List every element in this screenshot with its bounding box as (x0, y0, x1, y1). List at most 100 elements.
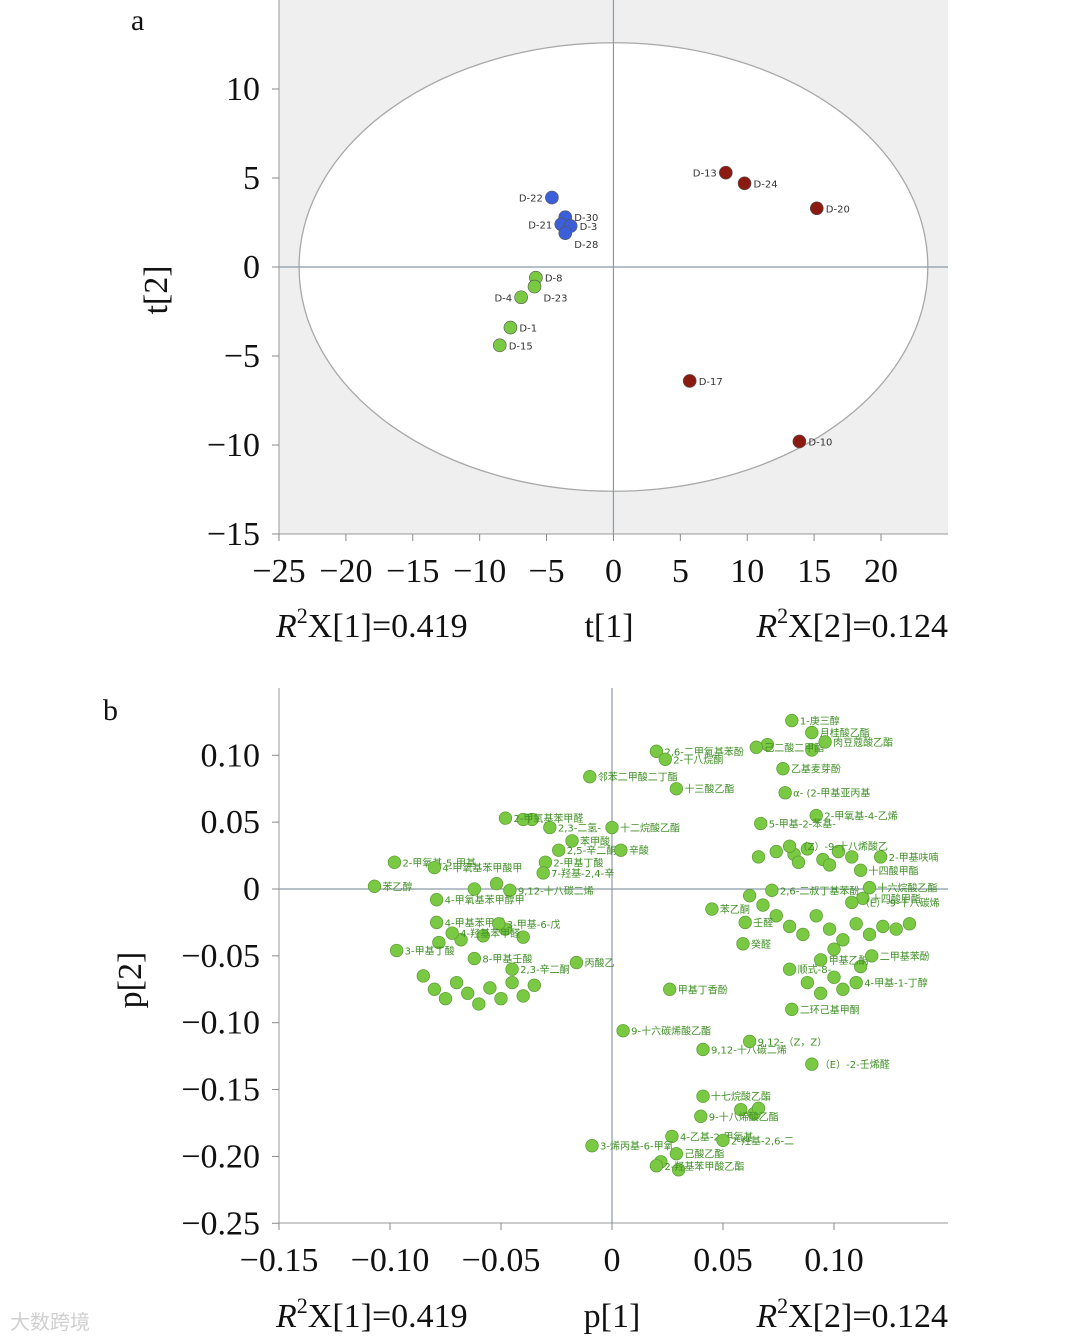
y-tick-label: 0.10 (201, 737, 261, 774)
score-point-label: D-23 (544, 294, 568, 305)
loading-point (782, 839, 797, 853)
x-tick-label: −0.05 (462, 1242, 541, 1279)
x-tick-label: −0.10 (351, 1242, 430, 1279)
loading-point (845, 850, 859, 864)
loading-point-label: 十七烷酸乙酯 (711, 1090, 771, 1103)
score-point-D-20 (809, 201, 824, 216)
loading-point (467, 882, 482, 896)
loading-point (445, 926, 459, 940)
loading-point-label: 十四酸甲酯 (869, 864, 919, 877)
loading-point-label: 9,12-十八碳二烯 (518, 884, 594, 897)
x-tick-label: 10 (730, 553, 764, 590)
score-point-label: D-15 (509, 341, 533, 352)
loading-point-label: 2-甲基呋喃 (889, 851, 939, 864)
loading-point-label: 顺式-8- (798, 963, 832, 976)
loading-point (809, 909, 823, 923)
loading-point (800, 842, 815, 856)
loading-point (527, 978, 541, 992)
loading-point-label: 二环己基甲酮 (800, 1003, 860, 1016)
r2x1-label-a: R2X[1]=0.419 (275, 603, 468, 645)
loading-point-label: 十二烷酸乙酯 (620, 821, 680, 834)
loading-point (749, 740, 763, 754)
loading-point-label: 甲基丁香酚 (678, 983, 728, 996)
loading-point-label: 4-甲氧基苯甲酸甲 (442, 862, 522, 875)
loading-point-label: 苯甲酸 (580, 835, 610, 848)
y-tick-label: 5 (243, 160, 260, 197)
x-tick-label: 0 (605, 553, 622, 590)
loading-point-label: 2,3-辛二酮 (520, 963, 570, 976)
loading-point-label: 2-甲基丁酸 (553, 856, 603, 869)
loading-point (536, 866, 550, 880)
score-point-label: D-28 (574, 240, 598, 251)
loading-point (669, 1147, 684, 1161)
plot-area-b (279, 688, 948, 1223)
loading-point (865, 949, 879, 963)
loading-point-label: 2-甲氧基-5-甲基 (402, 856, 476, 869)
loading-point (805, 743, 819, 757)
y-tick-label: −5 (224, 338, 260, 375)
loading-point-label: 十四酸甲酯 (871, 892, 921, 905)
loading-point (769, 909, 783, 923)
loading-point (694, 1109, 708, 1123)
loading-point (616, 1024, 630, 1038)
x-tick-label: −5 (528, 553, 564, 590)
loading-point (782, 919, 797, 934)
loading-point (862, 927, 877, 942)
loading-point (387, 855, 402, 869)
loading-point (853, 863, 868, 877)
loading-point (782, 962, 797, 976)
loading-point (818, 735, 832, 749)
loading-point (796, 927, 810, 942)
y-tick-label: 0 (243, 871, 260, 908)
loading-point (552, 843, 566, 857)
loading-point-label: 肉豆蔻酸乙酯 (833, 736, 893, 749)
loading-point (569, 955, 584, 970)
loading-point (454, 933, 468, 947)
loading-point-label: （Z）-9-十八烯酸乙 (798, 840, 888, 853)
loading-point-label: 甲基乙酮 (829, 954, 869, 967)
loading-point (649, 1159, 664, 1173)
y-tick-label: −10 (207, 427, 260, 464)
loading-point (849, 975, 863, 990)
loading-point-label: 8-甲基壬酸 (482, 953, 532, 966)
score-point-label: D-24 (754, 179, 778, 190)
loading-point-label: 2-十八烷酮 (673, 753, 723, 766)
r2x2-label-a: R2X[2]=0.124 (755, 603, 948, 645)
loading-point (836, 982, 850, 996)
loading-point (498, 811, 513, 825)
score-point-label: D-8 (545, 274, 563, 285)
loading-point-label: 4-羟基苯甲醛 (460, 927, 520, 940)
score-point-label: D-1 (519, 324, 537, 335)
loading-point (734, 1102, 748, 1117)
loading-point-label: 2-羟基苯甲酸乙酯 (664, 1160, 744, 1173)
loading-point (742, 1034, 757, 1049)
x-tick-label: −10 (453, 553, 506, 590)
loading-point-label: 9,12-（Z，Z） (758, 1036, 828, 1048)
loading-point (492, 917, 506, 931)
loading-point (800, 975, 815, 990)
score-point-D-23 (527, 279, 542, 294)
loading-point-label: 苯乙醇 (382, 880, 412, 893)
loading-point (503, 883, 517, 897)
loading-point (472, 997, 486, 1011)
loading-point (751, 1101, 766, 1115)
loading-point (738, 915, 752, 930)
loading-point (696, 1042, 710, 1057)
loading-point (449, 975, 464, 990)
loading-point (390, 943, 404, 958)
y-tick-label: 10 (226, 71, 260, 108)
loading-point-label: 二甲基苯酚 (880, 950, 930, 963)
loading-point (669, 782, 684, 796)
loading-point (845, 895, 859, 910)
loading-point (476, 929, 490, 943)
loading-point-label: （E）-9-十八碳烯 (860, 896, 940, 909)
loading-point (583, 770, 597, 784)
loading-point-label: 癸醛 (751, 938, 771, 951)
score-point-label: D-21 (528, 220, 552, 231)
loading-point (778, 786, 792, 800)
loading-point-label: 2,3-二氢- (558, 821, 602, 834)
loading-point (429, 893, 444, 907)
y-tick-label: −0.25 (181, 1205, 260, 1242)
watermark: 大数跨境 (10, 1310, 90, 1334)
